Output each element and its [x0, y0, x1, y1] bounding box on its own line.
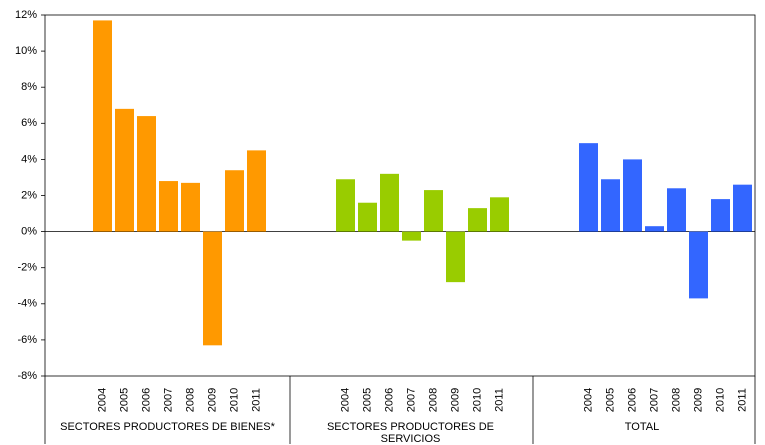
x-tick-label: 2006: [626, 388, 638, 412]
x-tick-label: 2009: [449, 388, 461, 412]
group-label: SECTORES PRODUCTORES DE BIENES*: [60, 421, 275, 433]
y-tick-label: -2%: [17, 262, 37, 274]
y-tick-label: -4%: [17, 298, 37, 310]
x-tick-label: 2007: [405, 388, 417, 412]
bar: [446, 231, 465, 283]
bar: [424, 190, 443, 232]
bar: [601, 179, 620, 232]
y-tick-label: 10%: [15, 45, 37, 57]
x-tick-label: 2010: [228, 388, 240, 412]
y-tick-label: -6%: [17, 334, 37, 346]
x-tick-label: 2011: [493, 388, 505, 412]
y-tick-label: 0%: [21, 226, 37, 238]
group-label: TOTAL: [624, 421, 660, 433]
bar: [733, 184, 752, 232]
x-tick-label: 2006: [140, 388, 152, 412]
x-tick-label: 2006: [383, 388, 395, 412]
y-tick-label: 12%: [15, 9, 37, 21]
bar: [137, 116, 156, 232]
x-tick-label: 2011: [250, 388, 262, 412]
bar: [711, 199, 730, 232]
bar: [203, 231, 222, 346]
group-label: SECTORES PRODUCTORES DE SERVICIOS: [326, 421, 495, 445]
x-tick-label: 2004: [339, 388, 351, 412]
x-tick-label: 2011: [736, 388, 748, 412]
y-tick-label: 6%: [21, 117, 37, 129]
bar: [468, 208, 487, 232]
bar: [402, 231, 421, 241]
x-tick-label: 2010: [714, 388, 726, 412]
bar: [159, 181, 178, 232]
bar: [225, 170, 244, 232]
bar: [115, 108, 134, 232]
y-tick-label: 2%: [21, 189, 37, 201]
x-tick-label: 2010: [471, 388, 483, 412]
x-tick-label: 2008: [184, 388, 196, 412]
x-tick-label: 2009: [692, 388, 704, 412]
x-tick-label: 2007: [162, 388, 174, 412]
bar: [247, 150, 266, 232]
bar: [490, 197, 509, 232]
x-tick-label: 2005: [604, 388, 616, 412]
bar: [579, 143, 598, 232]
x-tick-label: 2009: [206, 388, 218, 412]
y-tick-label: -8%: [17, 370, 37, 382]
x-tick-label: 2005: [118, 388, 130, 412]
bar: [689, 231, 708, 299]
bar: [181, 182, 200, 232]
bar: [336, 179, 355, 232]
y-tick-label: 8%: [21, 81, 37, 93]
bar: [93, 20, 112, 232]
x-tick-label: 2004: [96, 388, 108, 412]
bar: [358, 202, 377, 232]
bar: [645, 226, 664, 232]
x-tick-label: 2004: [582, 388, 594, 412]
x-tick-label: 2005: [361, 388, 373, 412]
x-tick-label: 2008: [427, 388, 439, 412]
y-tick-label: 4%: [21, 153, 37, 165]
bar: [667, 188, 686, 232]
x-tick-label: 2007: [648, 388, 660, 412]
bar: [623, 159, 642, 232]
bar: [380, 173, 399, 232]
x-tick-label: 2008: [670, 388, 682, 412]
